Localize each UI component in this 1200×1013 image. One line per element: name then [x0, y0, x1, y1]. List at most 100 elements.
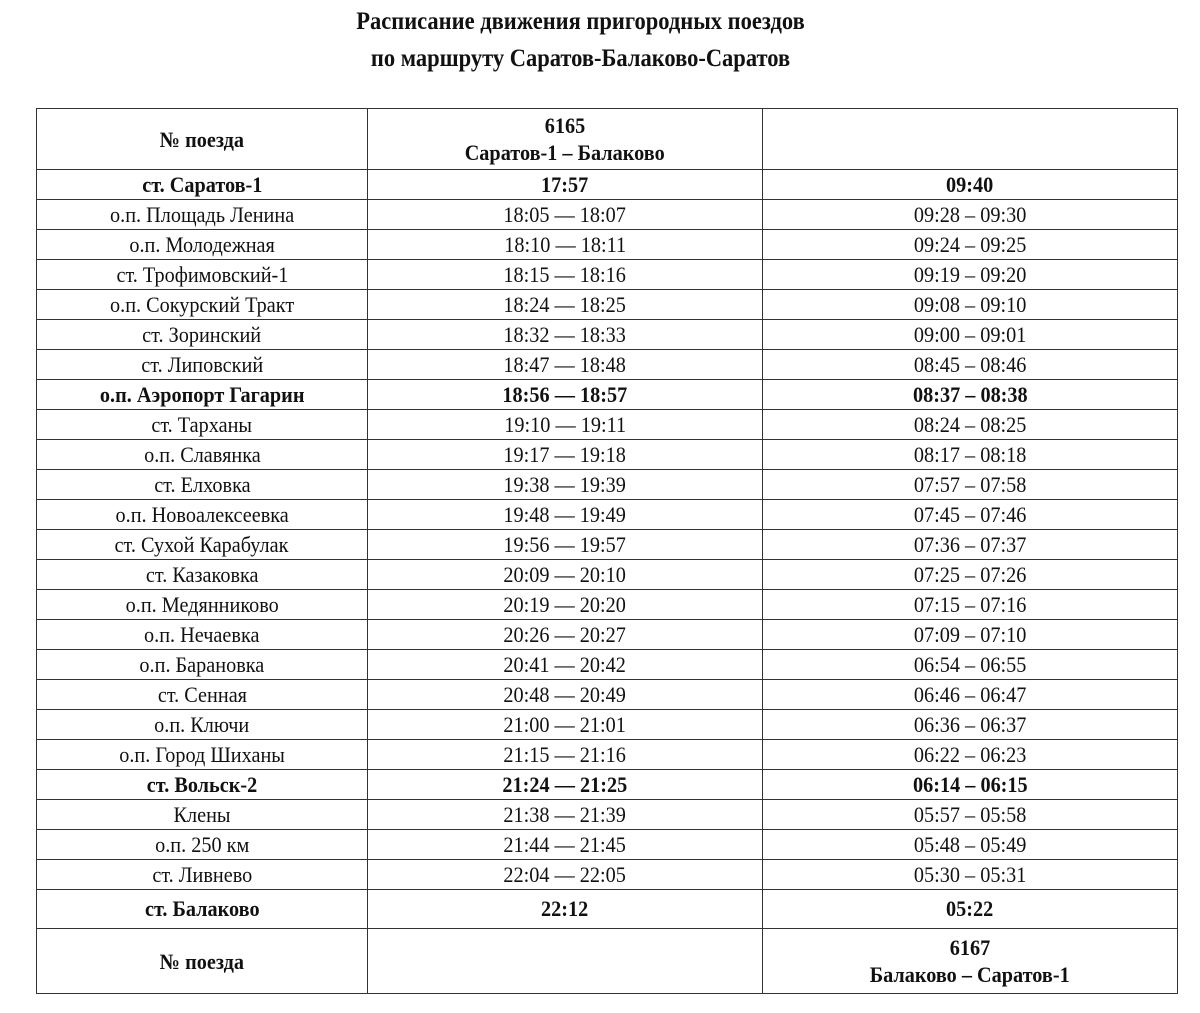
train-6165-time: 19:56 — 19:57 — [367, 529, 763, 560]
table-row: ст. Трофимовский-1 18:15 — 18:16 09:19 – 0… — [36, 259, 1178, 290]
train-route: Балаково – Саратов-1 — [869, 962, 1070, 987]
train-6167-time: 05:22 — [762, 889, 1178, 929]
train-6165-time: 18:56 — 18:57 — [367, 379, 763, 410]
train-6165-time: 19:10 — 19:11 — [367, 409, 763, 440]
train-6167-time: 07:09 – 07:10 — [762, 619, 1178, 650]
train-6167-time: 05:48 – 05:49 — [762, 829, 1178, 860]
train-6167-time: 07:15 – 07:16 — [762, 589, 1178, 620]
train-6167-time: 08:45 – 08:46 — [762, 349, 1178, 380]
header-row: № поезда 6165 Саратов-1 – Балаково — [36, 108, 1178, 170]
train-number-label: № поезда — [36, 928, 368, 994]
document-title-line-1: Расписание движения пригородных поездов — [356, 8, 805, 35]
table-row: ст. Елховка 19:38 — 19:39 07:57 – 07:58 — [36, 469, 1178, 500]
station-name: ст. Зоринский — [36, 319, 368, 350]
train-number: 6167 — [949, 935, 991, 960]
train-6167-time: 09:24 – 09:25 — [762, 229, 1178, 260]
train-6165-time: 21:24 — 21:25 — [367, 769, 763, 800]
table-row: ст. Балаково 22:12 05:22 — [36, 889, 1178, 929]
table-row: о.п. Медянниково 20:19 — 20:20 07:15 – 07:… — [36, 589, 1178, 620]
train-6167-time: 06:36 – 06:37 — [762, 709, 1178, 740]
table-row: о.п. Площадь Ленина 18:05 — 18:07 09:28 – … — [36, 199, 1178, 230]
train-6165-time: 21:15 — 21:16 — [367, 739, 763, 770]
train-6165-time: 21:38 — 21:39 — [367, 799, 763, 830]
station-name: о.п. Ключи — [36, 709, 368, 740]
table-row: о.п. Новоалексеевка 19:48 — 19:49 07:45 – … — [36, 499, 1178, 530]
station-name: ст. Ливнево — [36, 859, 368, 890]
train-6165-time: 21:44 — 21:45 — [367, 829, 763, 860]
train-6167-time: 07:36 – 07:37 — [762, 529, 1178, 560]
station-name: ст. Липовский — [36, 349, 368, 380]
footer-row: № поезда 6167 Балаково – Саратов-1 — [36, 928, 1178, 994]
train-6167-time: 09:00 – 09:01 — [762, 319, 1178, 350]
train-6165-time: 20:48 — 20:49 — [367, 679, 763, 710]
train-6167-time: 09:40 — [762, 169, 1178, 200]
train-6165-time: 20:09 — 20:10 — [367, 559, 763, 590]
train-6167-time: 09:08 – 09:10 — [762, 289, 1178, 320]
train-6165-time: 20:19 — 20:20 — [367, 589, 763, 620]
train-6167-time: 05:30 – 05:31 — [762, 859, 1178, 890]
table-row: о.п. Молодежная 18:10 — 18:11 09:24 – 09:2… — [36, 229, 1178, 260]
train-6167-time: 05:57 – 05:58 — [762, 799, 1178, 830]
table-row: Клены 21:38 — 21:39 05:57 – 05:58 — [36, 799, 1178, 830]
train-6165-time: 22:04 — 22:05 — [367, 859, 763, 890]
train-6167-time: 07:57 – 07:58 — [762, 469, 1178, 500]
station-name: ст. Сенная — [36, 679, 368, 710]
train-6167-time: 08:24 – 08:25 — [762, 409, 1178, 440]
station-name: о.п. Медянниково — [36, 589, 368, 620]
station-name: ст. Сухой Карабулак — [36, 529, 368, 560]
table-row: о.п. Барановка 20:41 — 20:42 06:54 – 06:55 — [36, 649, 1178, 680]
station-name: ст. Казаковка — [36, 559, 368, 590]
empty-header-cell — [762, 108, 1178, 170]
train-number-label: № поезда — [36, 108, 368, 170]
table-row: ст. Липовский 18:47 — 18:48 08:45 – 08:46 — [36, 349, 1178, 380]
train-6165-time: 18:05 — 18:07 — [367, 199, 763, 230]
train-6167-time: 08:17 – 08:18 — [762, 439, 1178, 470]
table-row: ст. Вольск-2 21:24 — 21:25 06:14 – 06:15 — [36, 769, 1178, 800]
station-name: о.п. Молодежная — [36, 229, 368, 260]
train-6167-time: 06:22 – 06:23 — [762, 739, 1178, 770]
table-row: о.п. Нечаевка 20:26 — 20:27 07:09 – 07:10 — [36, 619, 1178, 650]
table-row: о.п. 250 км 21:44 — 21:45 05:48 – 05:49 — [36, 829, 1178, 860]
station-name: ст. Тарханы — [36, 409, 368, 440]
station-name: о.п. Барановка — [36, 649, 368, 680]
station-name: о.п. Сокурский Тракт — [36, 289, 368, 320]
station-name: ст. Балаково — [36, 889, 368, 929]
station-name: о.п. Аэропорт Гагарин — [36, 379, 368, 410]
train-6165-time: 19:17 — 19:18 — [367, 439, 763, 470]
table-row: о.п. Ключи 21:00 — 21:01 06:36 – 06:37 — [36, 709, 1178, 740]
document-title-line-2: по маршруту Саратов-Балаково-Саратов — [370, 45, 791, 72]
table-row: ст. Ливнево 22:04 — 22:05 05:30 – 05:31 — [36, 859, 1178, 890]
table-row: о.п. Сокурский Тракт 18:24 — 18:25 09:08 –… — [36, 289, 1178, 320]
train-6167-time: 06:46 – 06:47 — [762, 679, 1178, 710]
table-row: ст. Сенная 20:48 — 20:49 06:46 – 06:47 — [36, 679, 1178, 710]
train-6165-time: 18:47 — 18:48 — [367, 349, 763, 380]
train-6165-time: 18:24 — 18:25 — [367, 289, 763, 320]
train-6167-time: 07:45 – 07:46 — [762, 499, 1178, 530]
train-6167-time: 06:54 – 06:55 — [762, 649, 1178, 680]
station-name: о.п. Площадь Ленина — [36, 199, 368, 230]
train-number: 6165 — [544, 113, 586, 138]
train-6165-time: 18:15 — 18:16 — [367, 259, 763, 290]
station-name: о.п. 250 км — [36, 829, 368, 860]
table-row: о.п. Славянка 19:17 — 19:18 08:17 – 08:18 — [36, 439, 1178, 470]
station-name: ст. Саратов-1 — [36, 169, 368, 200]
table-row: ст. Саратов-1 17:57 09:40 — [36, 169, 1178, 200]
empty-footer-cell — [367, 928, 763, 994]
station-name: о.п. Нечаевка — [36, 619, 368, 650]
station-name: Клены — [36, 799, 368, 830]
train-6167-time: 07:25 – 07:26 — [762, 559, 1178, 590]
train-6165-time: 22:12 — [367, 889, 763, 929]
table-row: ст. Тарханы 19:10 — 19:11 08:24 – 08:25 — [36, 409, 1178, 440]
station-name: ст. Вольск-2 — [36, 769, 368, 800]
table-row: о.п. Город Шиханы 21:15 — 21:16 06:22 – 06… — [36, 739, 1178, 770]
train-6165-header: 6165 Саратов-1 – Балаково — [367, 108, 763, 170]
station-name: о.п. Славянка — [36, 439, 368, 470]
table-row: о.п. Аэропорт Гагарин 18:56 — 18:57 08:37 … — [36, 379, 1178, 410]
table-row: ст. Зоринский 18:32 — 18:33 09:00 – 09:01 — [36, 319, 1178, 350]
train-route: Саратов-1 – Балаково — [464, 140, 665, 165]
train-6167-time: 06:14 – 06:15 — [762, 769, 1178, 800]
train-6165-time: 20:26 — 20:27 — [367, 619, 763, 650]
train-6167-footer: 6167 Балаково – Саратов-1 — [762, 928, 1178, 994]
train-6165-time: 17:57 — [367, 169, 763, 200]
station-name: о.п. Новоалексеевка — [36, 499, 368, 530]
